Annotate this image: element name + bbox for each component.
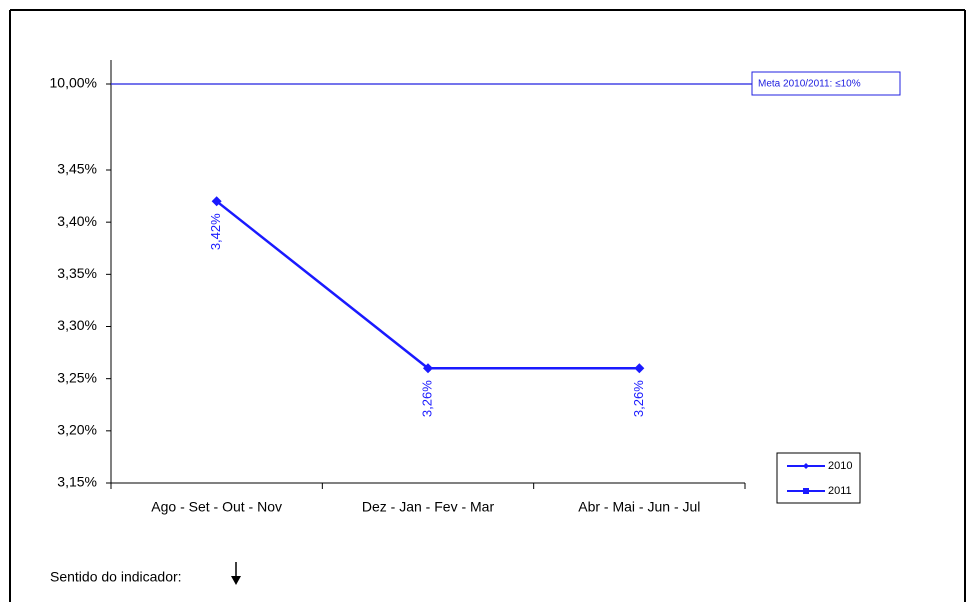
x-tick-label: Dez - Jan - Fev - Mar <box>362 499 495 515</box>
data-label: 3,42% <box>208 213 223 250</box>
y-tick-label: 3,15% <box>57 474 97 490</box>
point <box>634 363 645 374</box>
data-label: 3,26% <box>419 380 434 417</box>
x-tick-label: Ago - Set - Out - Nov <box>151 499 282 515</box>
y-tick-label: 3,35% <box>57 265 97 281</box>
point <box>423 363 433 374</box>
footer-text: Sentido do indicador: <box>50 569 182 585</box>
legend-label: 2010 <box>828 460 852 472</box>
legend-label: 2011 <box>828 485 852 497</box>
y-tick-label: 3,20% <box>57 422 97 438</box>
data-label: 3,26% <box>631 380 646 417</box>
y-tick-label: 3,40% <box>57 213 97 229</box>
series-line <box>215 200 640 370</box>
x-tick-label: Abr - Mai - Jun - Jul <box>578 499 700 515</box>
down-arrow <box>231 562 241 585</box>
legend-marker <box>803 463 809 469</box>
y-tick-label: 3,45% <box>57 161 97 177</box>
y-tick-label: 3,30% <box>57 317 97 333</box>
legend-box <box>776 452 861 504</box>
target-box <box>751 71 901 96</box>
point <box>211 196 222 207</box>
y-tick-label: 10,00% <box>50 75 97 91</box>
legend-marker <box>803 488 809 494</box>
y-tick-label: 3,25% <box>57 369 97 385</box>
target-label: Meta 2010/2011: ≤10% <box>758 79 861 90</box>
